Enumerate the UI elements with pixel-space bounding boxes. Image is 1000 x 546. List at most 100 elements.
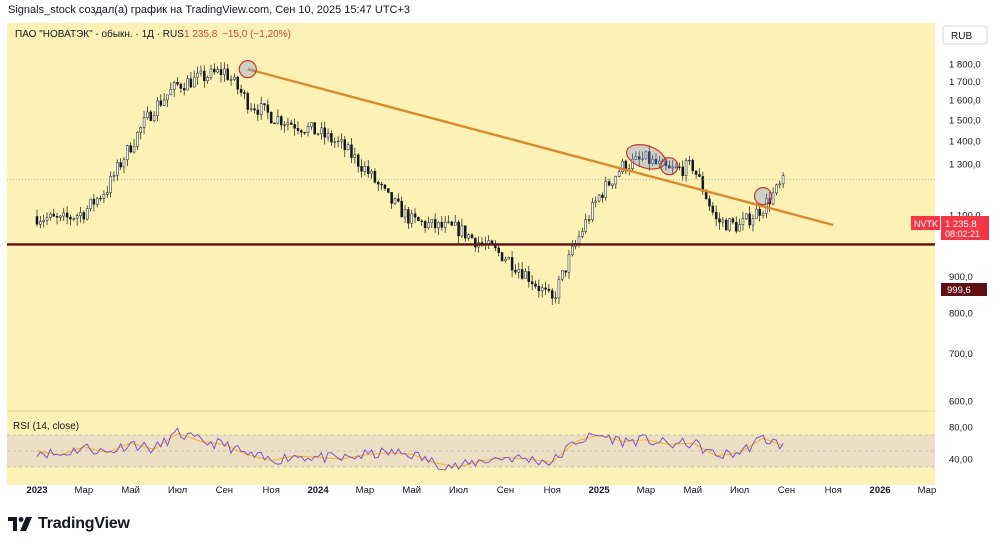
candle-body [453, 221, 457, 226]
candle-body [474, 237, 477, 248]
candle-body [226, 68, 229, 81]
candle-body [219, 69, 223, 76]
candle-body [691, 159, 695, 172]
candle-body [594, 200, 597, 203]
candle-body [591, 202, 594, 220]
candle-body [688, 159, 691, 162]
candle-body [544, 287, 547, 290]
candle-body [196, 72, 199, 78]
candle-body [497, 247, 500, 253]
candle-body [273, 122, 276, 125]
candle-body [203, 70, 206, 82]
candle-body [467, 234, 470, 239]
candle-body [152, 115, 156, 121]
highlight-circle[interactable] [660, 157, 679, 176]
candle-body [694, 170, 698, 175]
last-price-tag-value: 1 235,8 [945, 219, 977, 230]
y-tick-label: 1 500,0 [949, 115, 981, 126]
candle-body [269, 112, 273, 124]
y-tick-label: 1 300,0 [949, 159, 981, 170]
candle-body [684, 160, 688, 176]
x-tick-label: Май [402, 485, 421, 496]
candle-body [781, 175, 785, 185]
candle-body [356, 154, 360, 167]
candle-body [55, 216, 59, 218]
highlight-circle[interactable] [238, 60, 257, 79]
candle-body [266, 104, 270, 113]
candle-body [162, 99, 166, 106]
candle-body [634, 156, 638, 160]
currency-button[interactable] [942, 25, 988, 45]
candle-body [450, 221, 454, 226]
x-tick-label: 2025 [589, 485, 611, 496]
candle-body [711, 205, 715, 213]
candle-body [755, 208, 758, 219]
candle-body [303, 132, 306, 134]
candle-body [156, 100, 159, 116]
candle-body [95, 197, 99, 205]
candle-body [758, 208, 761, 216]
candle-body [457, 221, 460, 237]
candle-body [69, 216, 72, 220]
candle-body [363, 166, 367, 172]
candle-body [550, 290, 554, 299]
candle-body [290, 122, 293, 125]
x-tick-label: Май [121, 485, 140, 496]
candle-body [403, 209, 407, 218]
candle-body [109, 176, 112, 193]
candle-body [397, 198, 400, 202]
candle-body [430, 219, 434, 224]
candle-body [728, 218, 731, 231]
candle-body [182, 88, 186, 91]
main-pane [7, 23, 935, 411]
x-tick-label: 2026 [870, 485, 891, 496]
candle-body [206, 77, 209, 82]
candle-body [89, 198, 92, 209]
highlight-circle[interactable] [623, 140, 668, 173]
candle-body [300, 130, 303, 133]
tradingview-logo[interactable]: TradingView [8, 514, 130, 534]
candle-body [671, 166, 674, 169]
candle-body [366, 166, 370, 174]
y-tick-label: 800,0 [949, 308, 973, 319]
candle-body [186, 78, 189, 91]
price-chart[interactable]: 80,00 40,00 1 800,0 1 700,0 1 600,0 1 500,0 1… [7, 23, 993, 499]
candle-body [520, 269, 524, 279]
candle-body [587, 219, 591, 221]
candle-body [778, 183, 781, 186]
candle-body [470, 234, 474, 239]
x-tick-label: Май [683, 485, 702, 496]
rsi-label: RSI (14, close) [13, 421, 79, 432]
candle-body [561, 270, 564, 280]
candle-body [775, 184, 778, 194]
candle-body [99, 197, 102, 200]
candle-body [751, 218, 755, 226]
candle-body [336, 140, 340, 143]
candle-body [383, 184, 387, 189]
candle-body [216, 69, 219, 73]
candle-body [624, 160, 628, 172]
candle-body [229, 79, 233, 81]
candle-body [243, 92, 246, 94]
candle-body [637, 156, 641, 160]
candle-body [718, 218, 721, 223]
candle-body [745, 213, 748, 219]
trendline[interactable] [247, 67, 834, 227]
rsi-tick-label: 40,00 [949, 455, 973, 466]
highlight-circle[interactable] [753, 187, 773, 206]
ticker-tag [911, 216, 940, 230]
change-legend: −15,0 (−1,20%) [222, 29, 291, 40]
candle-body [179, 83, 183, 89]
x-tick-label: Мар [356, 485, 375, 496]
last-price-tag [941, 216, 989, 240]
x-tick-label: Сен [497, 485, 514, 496]
candle-body [597, 194, 601, 202]
y-tick-label: 1 700,0 [949, 77, 981, 88]
candle-body [249, 108, 253, 110]
candle-body [607, 181, 611, 186]
candle-body [209, 68, 213, 78]
x-tick-label: Июл [168, 485, 187, 496]
candle-body [581, 231, 584, 237]
candle-body [259, 103, 263, 115]
candle-body [340, 139, 343, 142]
